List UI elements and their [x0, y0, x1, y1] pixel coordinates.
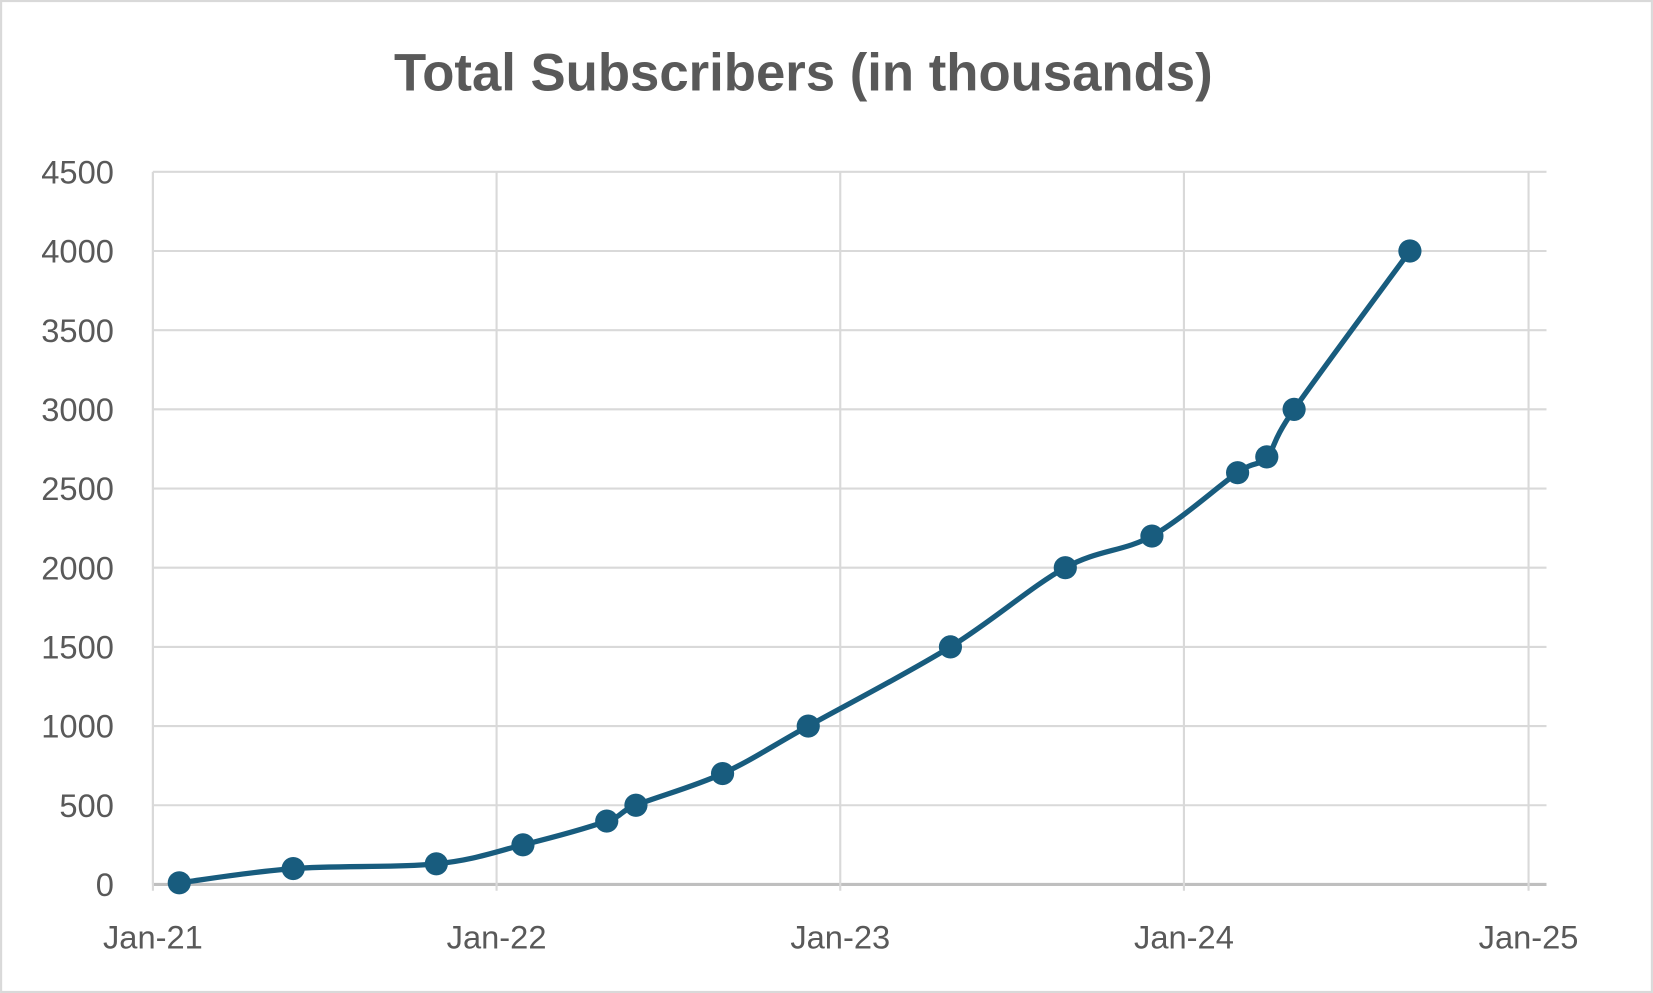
y-tick-label: 1500: [41, 628, 114, 665]
data-point: [1398, 239, 1422, 263]
data-point: [424, 852, 448, 876]
x-tick-label: Jan-21: [103, 919, 203, 956]
data-point: [1140, 524, 1164, 548]
data-point: [1255, 445, 1279, 469]
data-point: [710, 761, 735, 786]
y-tick-label: 500: [59, 787, 114, 824]
x-axis: Jan-21 Jan-22 Jan-23 Jan-24 Jan-25: [103, 919, 1579, 956]
x-tick-label: Jan-23: [790, 919, 890, 956]
data-point: [938, 635, 963, 659]
data-point: [624, 793, 648, 817]
series: [167, 239, 1422, 895]
data-point: [796, 714, 820, 738]
y-tick-label: 0: [96, 866, 114, 903]
y-tick-label: 1000: [41, 708, 114, 745]
data-point: [511, 833, 535, 857]
x-tick-label: Jan-24: [1134, 919, 1234, 956]
y-tick-label: 4500: [41, 153, 114, 190]
gridlines: [151, 170, 1547, 891]
y-tick-label: 3000: [41, 391, 114, 428]
y-tick-label: 3500: [41, 312, 114, 349]
data-point: [167, 871, 191, 895]
y-tick-label: 2000: [41, 549, 114, 586]
y-tick-label: 2500: [41, 470, 114, 507]
data-point: [1282, 397, 1306, 421]
x-tick-label: Jan-25: [1479, 919, 1579, 956]
data-point: [595, 809, 619, 833]
y-axis: 0 500 1000 1500 2000 2500 3000 3500 4000 4500: [41, 153, 114, 903]
x-tick-label: Jan-22: [447, 919, 547, 956]
chart-title: Total Subscribers (in thousands): [394, 44, 1213, 103]
data-point: [1226, 461, 1250, 485]
data-point: [1053, 556, 1077, 580]
data-point: [281, 856, 305, 881]
y-tick-label: 4000: [41, 233, 114, 270]
